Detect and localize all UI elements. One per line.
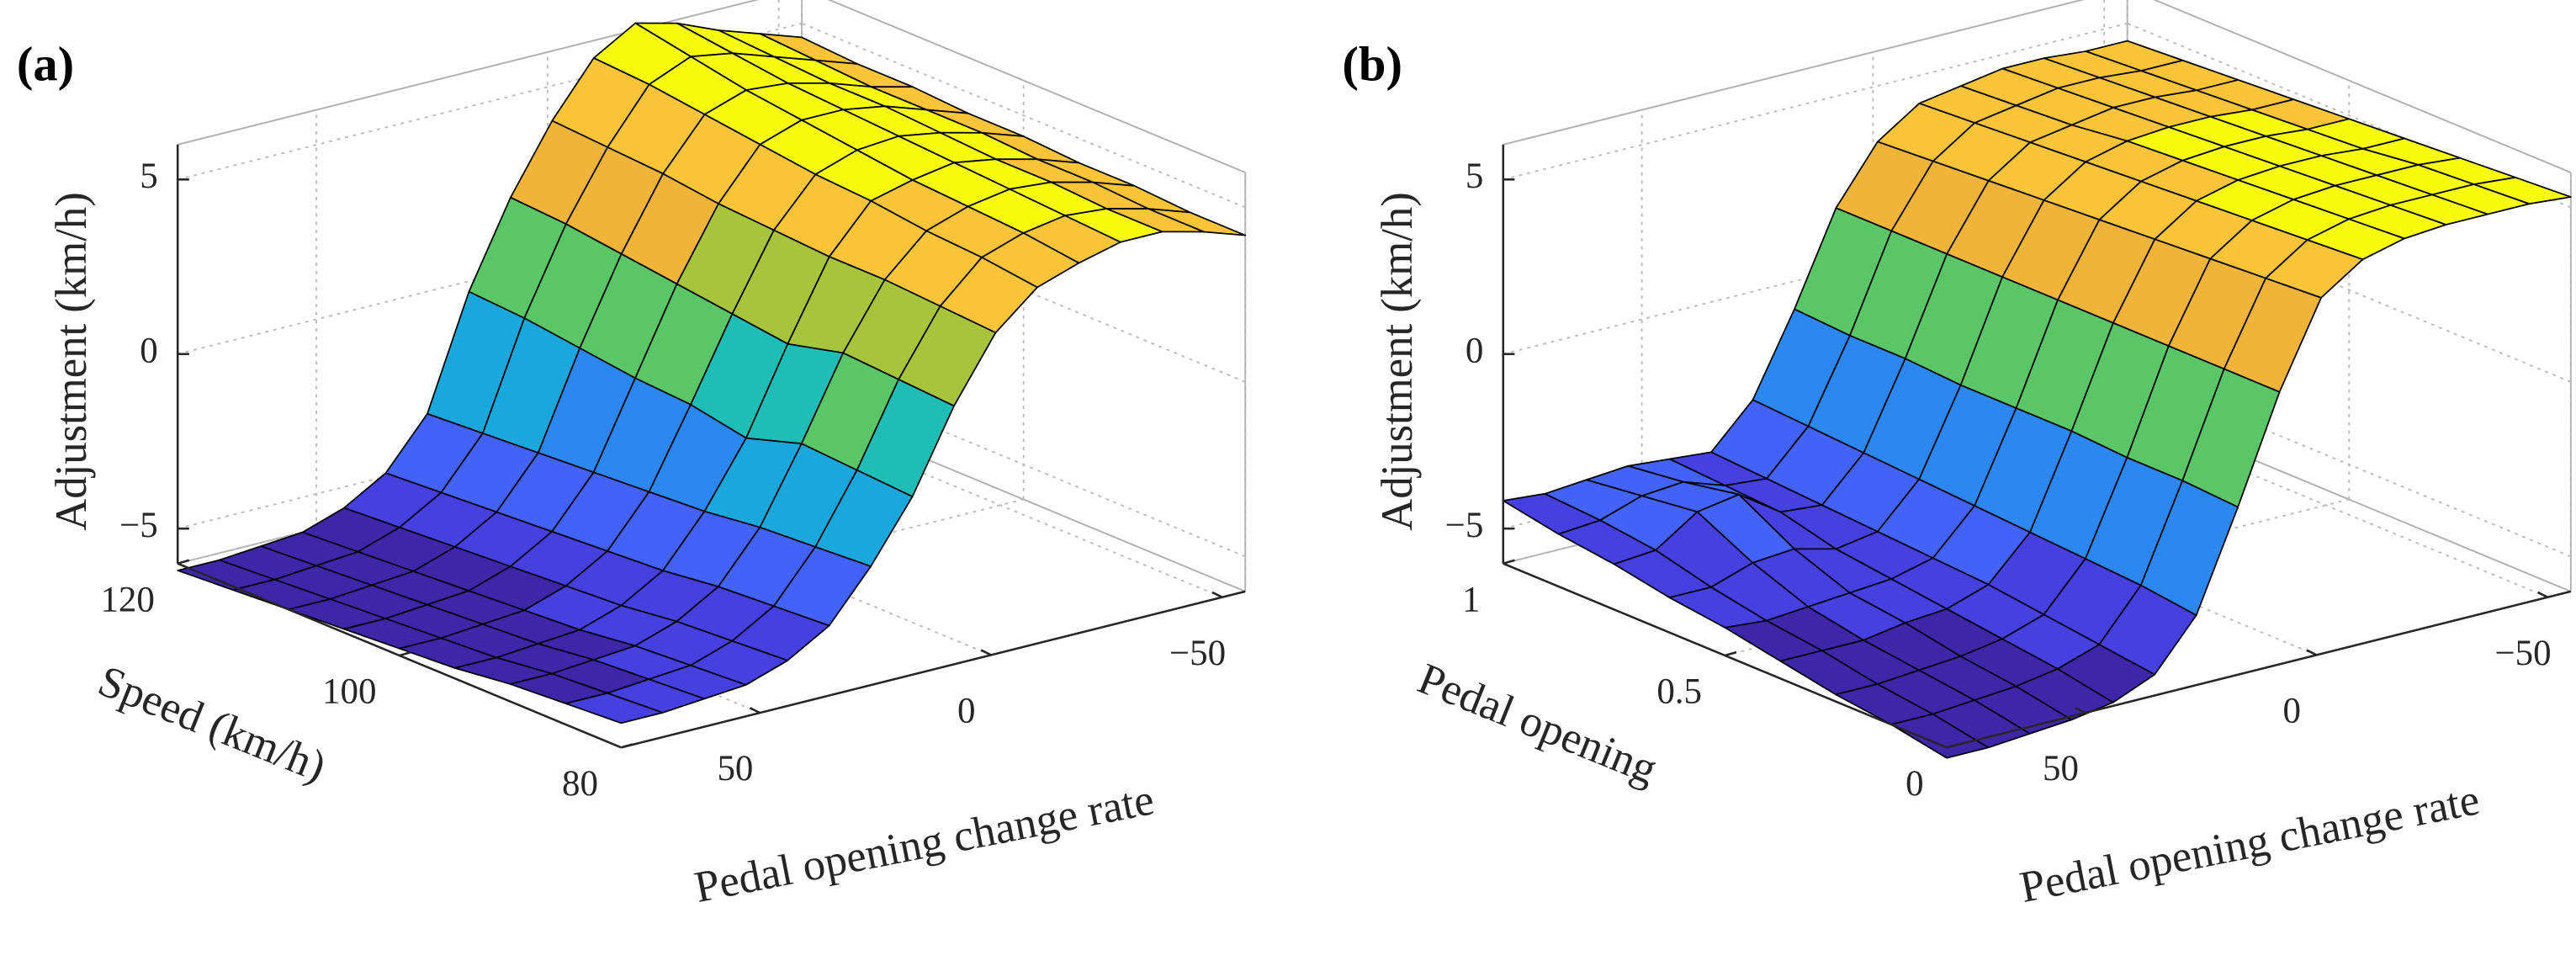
x-tick-label: 0 (2283, 692, 2301, 731)
x-axis-title: Pedal opening change rate (2016, 775, 2483, 912)
x-tick (2306, 649, 2318, 656)
x-tick (2075, 707, 2086, 714)
z-tick-label: −5 (119, 506, 158, 545)
x-axis-title: Pedal opening change rate (691, 775, 1158, 912)
grid-line (2127, 371, 2572, 558)
grid-line (2127, 22, 2572, 209)
box-edge (2153, 0, 2572, 173)
z-tick-label: 5 (140, 157, 157, 196)
x-tick-label: 50 (2043, 749, 2079, 788)
y-tick-label: 80 (562, 764, 598, 804)
y-tick (1724, 650, 1737, 657)
y-tick (620, 743, 633, 749)
y-tick (177, 559, 190, 565)
x-tick-label: 50 (717, 749, 753, 788)
grid-line (801, 371, 1246, 558)
y-axis-title: Speed (km/h) (92, 656, 332, 792)
x-tick-label: 0 (957, 692, 975, 731)
z-axis-title: Adjustment (km/h) (47, 192, 96, 531)
y-tick-label: 0 (1905, 764, 1923, 804)
grid-line (1503, 22, 2128, 181)
z-tick-label: 0 (140, 332, 157, 371)
box-edge (1503, 0, 2086, 146)
box-edge (827, 0, 1246, 173)
panel-label: (a) (17, 36, 74, 91)
x-tick (980, 649, 992, 656)
grid-line (2127, 197, 2572, 383)
y-tick (399, 650, 411, 657)
y-axis-title: Pedal opening (1412, 654, 1664, 794)
surface-face (1890, 713, 1990, 759)
z-tick-label: 5 (1466, 157, 1483, 196)
z-axis-title: Adjustment (km/h) (1373, 192, 1422, 531)
grid-line (801, 22, 1246, 209)
x-tick-label: −50 (2494, 634, 2551, 673)
x-tick (2537, 591, 2548, 598)
x-axis (1946, 590, 2572, 749)
y-tick (1503, 559, 1515, 565)
x-tick-label: −50 (1169, 634, 1226, 673)
x-axis (621, 590, 1246, 749)
x-tick (1211, 591, 1223, 598)
grid-line (2103, 412, 2548, 598)
grid-line (778, 412, 1223, 598)
y-tick-label: 0.5 (1656, 672, 1702, 712)
y-tick-label: 1 (1462, 580, 1480, 619)
z-tick-label: −5 (1445, 506, 1484, 545)
surface-face (564, 692, 664, 724)
y-tick (1946, 743, 1959, 749)
x-tick (749, 707, 761, 714)
box-edge (177, 0, 760, 146)
y-tick-label: 120 (100, 580, 154, 619)
panel-label: (b) (1342, 36, 1402, 91)
y-tick-label: 100 (322, 672, 376, 712)
z-tick-label: 0 (1466, 332, 1483, 371)
